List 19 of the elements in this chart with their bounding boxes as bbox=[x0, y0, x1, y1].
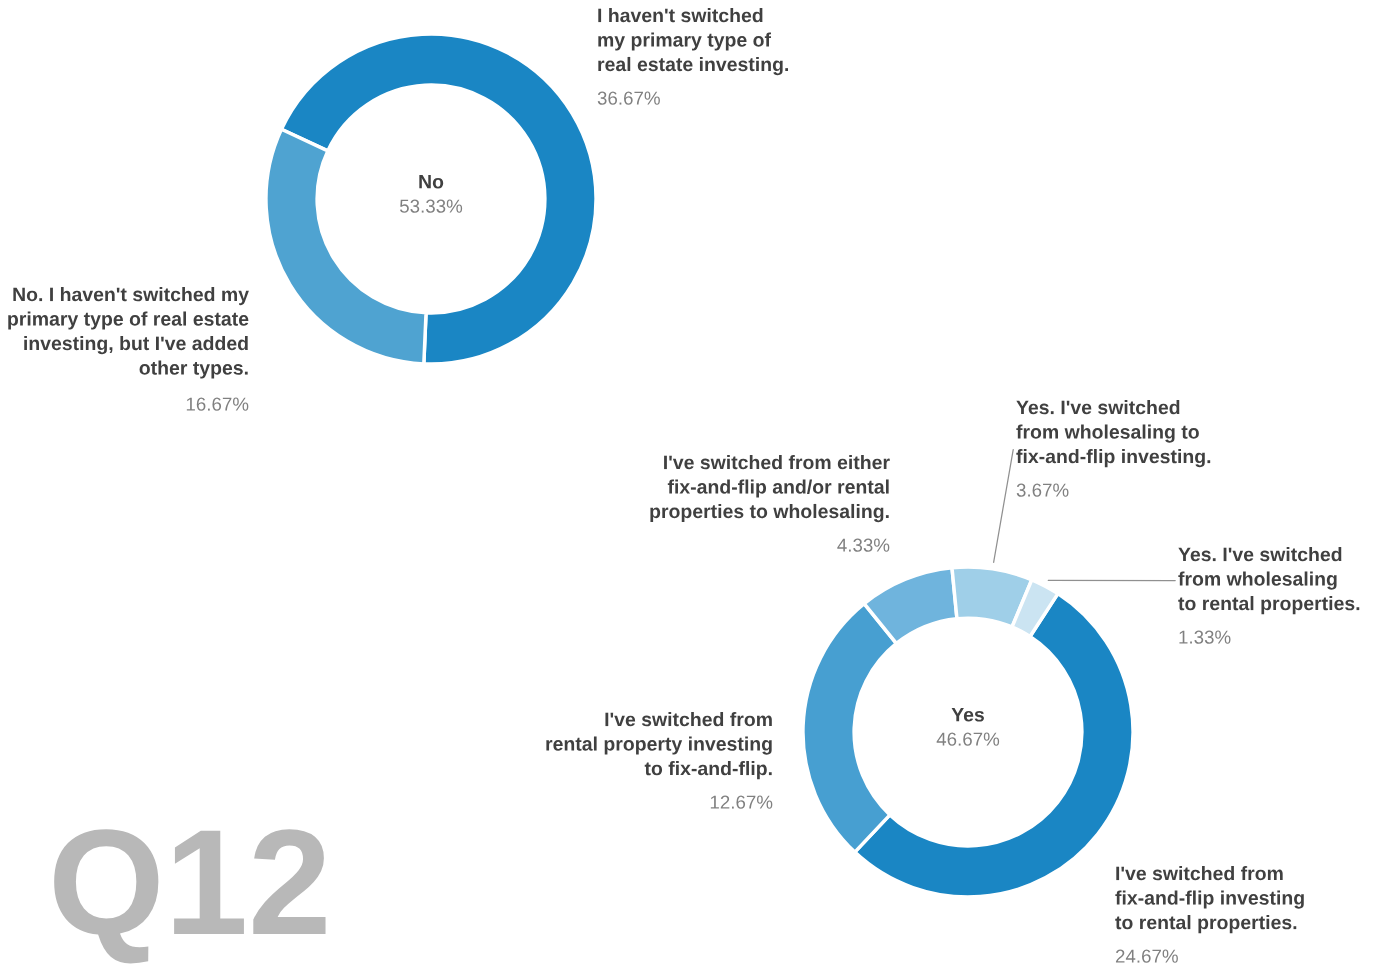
slice-label: Yes. I've switched from wholesaling to fix-and-flip investing. bbox=[1016, 400, 1211, 468]
data-label: 16.67% bbox=[186, 397, 249, 411]
data-label: 1.33% bbox=[1179, 630, 1231, 644]
text: 46.67% bbox=[936, 732, 1000, 746]
text: 53.33% bbox=[399, 199, 463, 213]
slice-label: I've switched from either fix-and-flip and/or rental properties to wholesaling. bbox=[650, 455, 890, 523]
data-label: 3.67% bbox=[1016, 483, 1069, 497]
data-label: 24.67% bbox=[1115, 949, 1178, 963]
slice-label: Yes. I've switched from wholesaling to rental properties. bbox=[1178, 547, 1360, 615]
slice-label: I've switched from rental property investing to fix-and-flip. bbox=[546, 712, 772, 780]
text: No bbox=[419, 174, 444, 189]
slice-label: I've switched from fix-and-flip investing to rental properties. bbox=[1115, 866, 1304, 934]
slice-label: No. I haven't switched my primary type of real estate investing, but I've added other types. bbox=[8, 287, 249, 379]
slice-label: I haven't switched my primary type of real estate investing. bbox=[598, 8, 789, 76]
data-label: 36.67% bbox=[597, 91, 660, 105]
text: Yes bbox=[951, 707, 984, 722]
data-label: 12.67% bbox=[710, 795, 773, 809]
text: Q12 bbox=[54, 829, 326, 964]
data-label: 4.33% bbox=[837, 538, 890, 552]
